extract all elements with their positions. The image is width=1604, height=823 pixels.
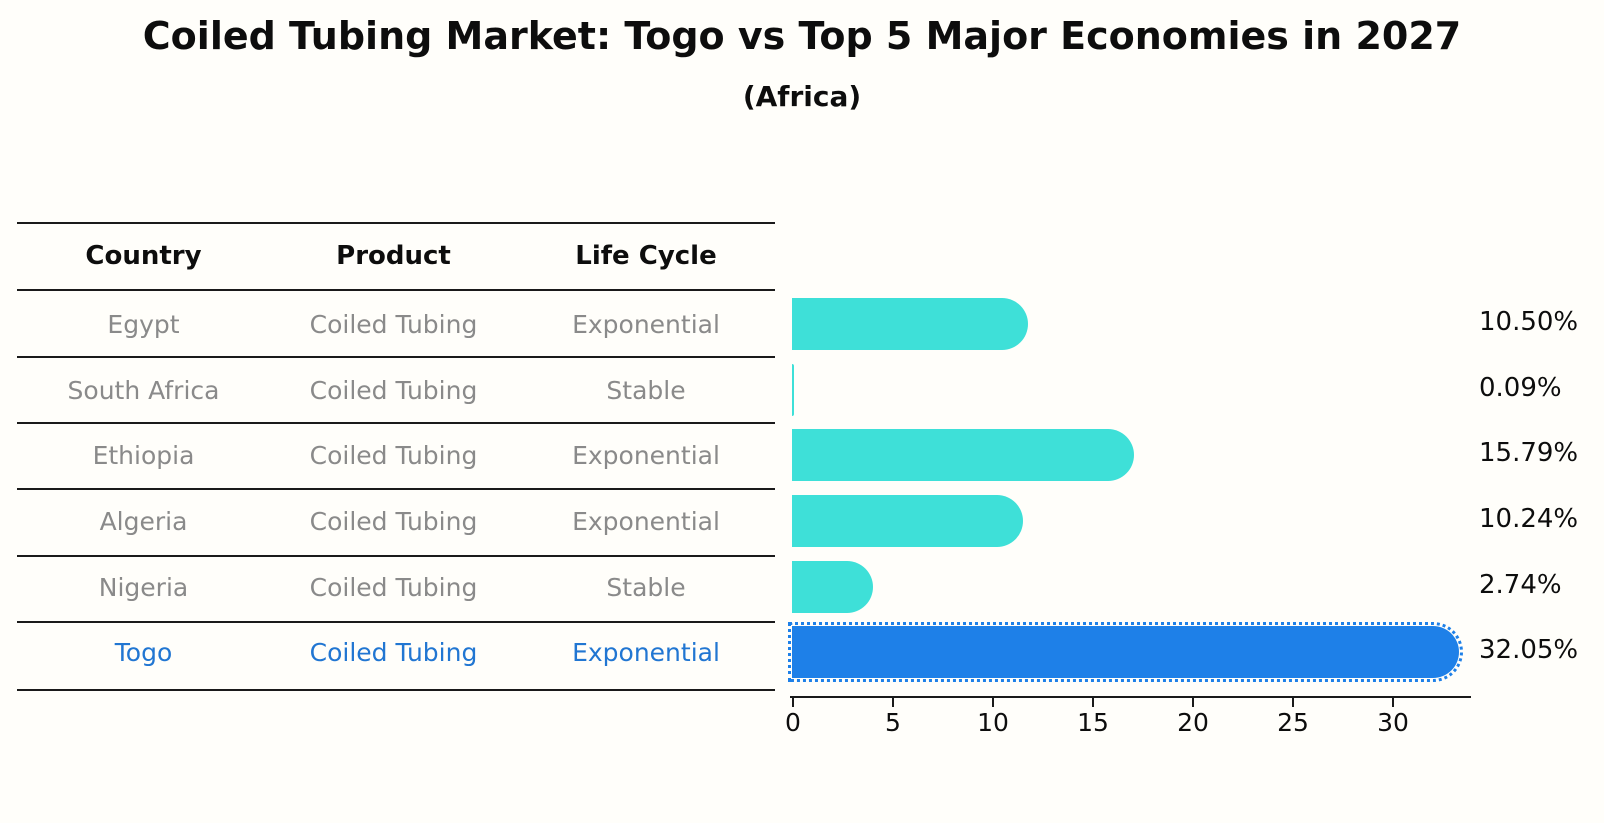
table-cell-product: Coiled Tubing <box>309 375 478 405</box>
chart-title: Coiled Tubing Market: Togo vs Top 5 Majo… <box>142 14 1462 58</box>
x-axis-tick-label: 5 <box>885 708 901 737</box>
table-cell-product: Coiled Tubing <box>309 572 478 602</box>
x-axis-tick <box>992 698 994 707</box>
table-cell-lifecycle: Exponential <box>572 506 720 536</box>
x-axis-tick-label: 25 <box>1277 708 1309 737</box>
x-axis-tick <box>1292 698 1294 707</box>
x-axis-tick <box>892 698 894 707</box>
table-header-row: Country Product Life Cycle <box>17 223 775 289</box>
bar-algeria <box>792 495 1023 547</box>
table-cell-product: Coiled Tubing <box>309 637 478 667</box>
table-row: Nigeria Coiled Tubing Stable <box>17 555 775 619</box>
value-label: 10.50% <box>1479 307 1579 337</box>
bar-ethiopia <box>792 429 1134 481</box>
x-axis-line <box>790 696 1471 698</box>
column-header-product: Product <box>336 241 451 271</box>
table-row: Algeria Coiled Tubing Exponential <box>17 489 775 553</box>
value-label: 15.79% <box>1479 438 1579 468</box>
table-cell-country: Ethiopia <box>92 440 195 470</box>
table-cell-lifecycle: Exponential <box>572 637 720 667</box>
x-axis-tick-label: 30 <box>1377 708 1409 737</box>
table-row: Ethiopia Coiled Tubing Exponential <box>17 423 775 487</box>
table-cell-country: Nigeria <box>98 572 189 602</box>
chart-subtitle: (Africa) <box>742 80 862 113</box>
x-axis-tick-label: 0 <box>785 708 801 737</box>
x-axis-tick <box>1092 698 1094 707</box>
table-cell-lifecycle: Stable <box>606 572 686 602</box>
table-rule-line <box>17 289 775 291</box>
x-axis-tick-label: 20 <box>1177 708 1209 737</box>
x-axis-tick <box>1192 698 1194 707</box>
table-rule-line <box>17 356 775 358</box>
value-label: 2.74% <box>1479 570 1562 600</box>
table-cell-product: Coiled Tubing <box>309 506 478 536</box>
table-row: South Africa Coiled Tubing Stable <box>17 358 775 422</box>
bar-egypt <box>792 298 1028 350</box>
table-cell-product: Coiled Tubing <box>309 440 478 470</box>
x-axis-tick <box>1392 698 1394 707</box>
table-cell-lifecycle: Stable <box>606 375 686 405</box>
table-cell-product: Coiled Tubing <box>309 309 478 339</box>
table-rule-line <box>17 689 775 691</box>
table-cell-country: Algeria <box>99 506 188 536</box>
table-cell-lifecycle: Exponential <box>572 440 720 470</box>
x-axis-tick <box>792 698 794 707</box>
value-label: 32.05% <box>1479 635 1579 665</box>
table-cell-country: South Africa <box>67 375 220 405</box>
table-cell-country: Egypt <box>107 309 180 339</box>
table-row: Togo Coiled Tubing Exponential <box>17 620 775 684</box>
column-header-country: Country <box>85 241 202 271</box>
table-rule-line <box>17 488 775 490</box>
table-rule-line <box>17 422 775 424</box>
x-axis-tick-label: 15 <box>1077 708 1109 737</box>
value-label: 0.09% <box>1479 373 1562 403</box>
bar-south-africa <box>792 364 794 416</box>
table-cell-country: Togo <box>114 637 173 667</box>
table-rule-line <box>17 555 775 557</box>
x-axis-tick-label: 10 <box>977 708 1009 737</box>
bar-nigeria <box>792 561 873 613</box>
table-row: Egypt Coiled Tubing Exponential <box>17 292 775 356</box>
bar-togo <box>788 622 1463 682</box>
column-header-lifecycle: Life Cycle <box>575 241 717 271</box>
table-cell-lifecycle: Exponential <box>572 309 720 339</box>
table-rule-line <box>17 222 775 224</box>
value-label: 10.24% <box>1479 504 1579 534</box>
table-rule-line <box>17 621 775 623</box>
